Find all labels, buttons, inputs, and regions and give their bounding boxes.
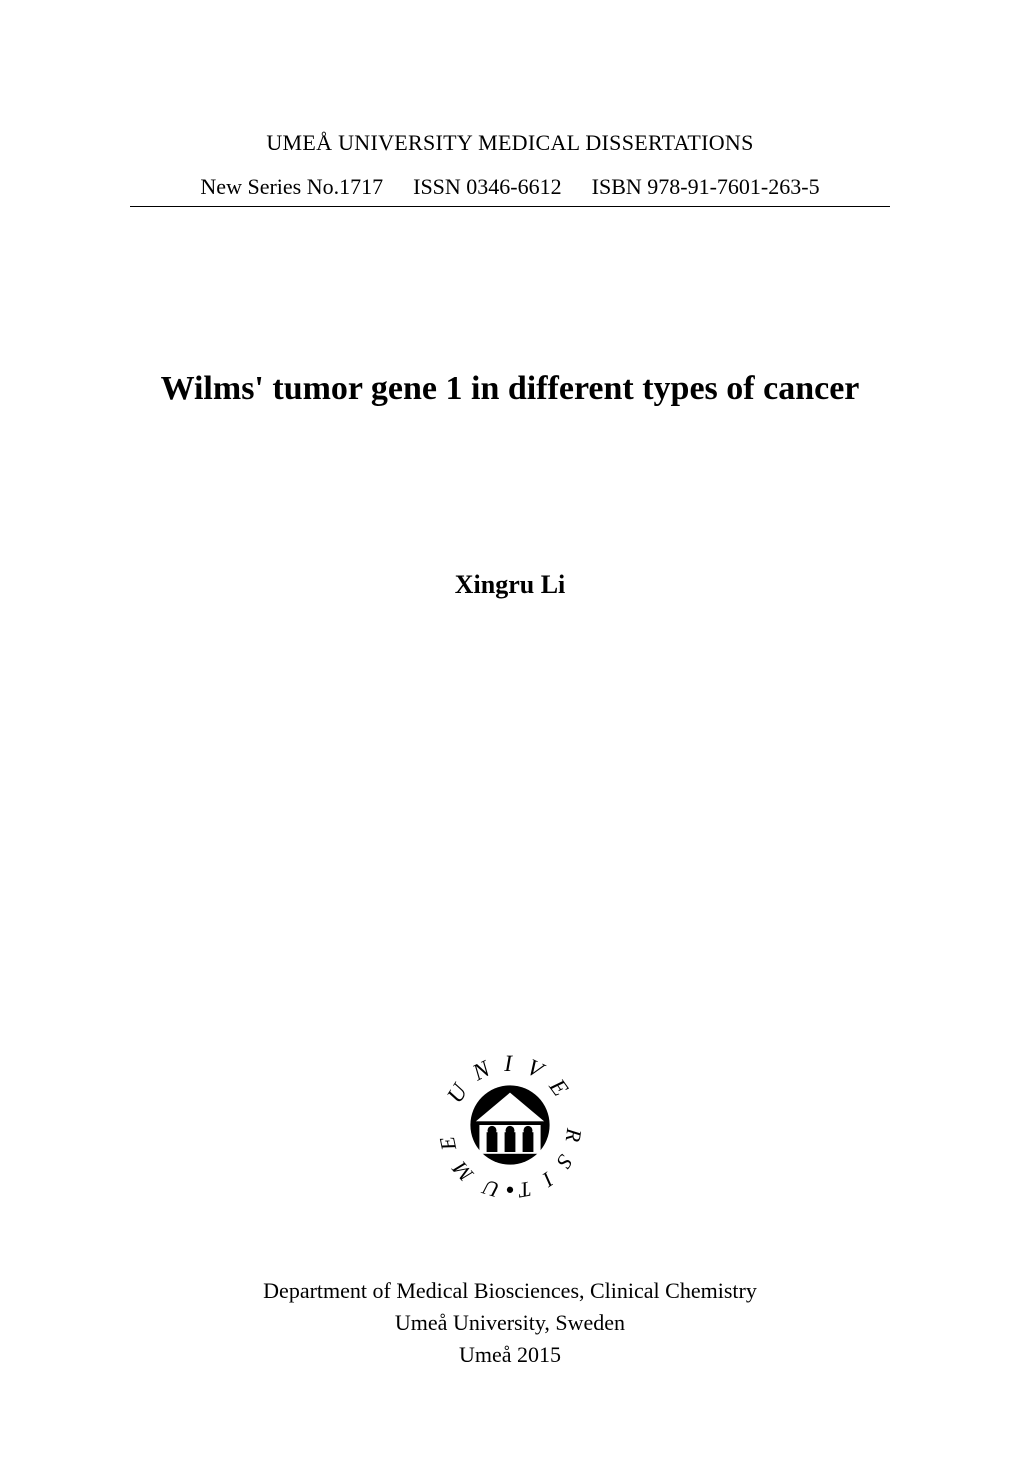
issn: ISSN 0346-6612 [413,174,562,200]
university-seal-icon: U N I V E U M E Å R S I T [420,1035,600,1215]
author-name: Xingru Li [0,570,1020,600]
isbn: ISBN 978-91-7601-263-5 [592,174,820,200]
series-header-line2: New Series No.1717 ISSN 0346-6612 ISBN 9… [130,174,890,200]
ring-bottom-dot [507,1187,513,1193]
series-header-line1: UMEÅ UNIVERSITY MEDICAL DISSERTATIONS [0,130,1020,156]
series-header-rule-wrap: New Series No.1717 ISSN 0346-6612 ISBN 9… [130,174,890,207]
series-number: New Series No.1717 [200,174,383,200]
affiliation-department: Department of Medical Biosciences, Clini… [0,1275,1020,1307]
affiliation-block: Department of Medical Biosciences, Clini… [0,1275,1020,1371]
series-header: UMEÅ UNIVERSITY MEDICAL DISSERTATIONS Ne… [0,130,1020,207]
university-logo-wrap: U N I V E U M E Å R S I T [0,1035,1020,1215]
dissertation-title: Wilms' tumor gene 1 in different types o… [0,370,1020,408]
dissertation-title-page: UMEÅ UNIVERSITY MEDICAL DISSERTATIONS Ne… [0,0,1020,1471]
affiliation-university: Umeå University, Sweden [0,1307,1020,1339]
affiliation-place-year: Umeå 2015 [0,1339,1020,1371]
